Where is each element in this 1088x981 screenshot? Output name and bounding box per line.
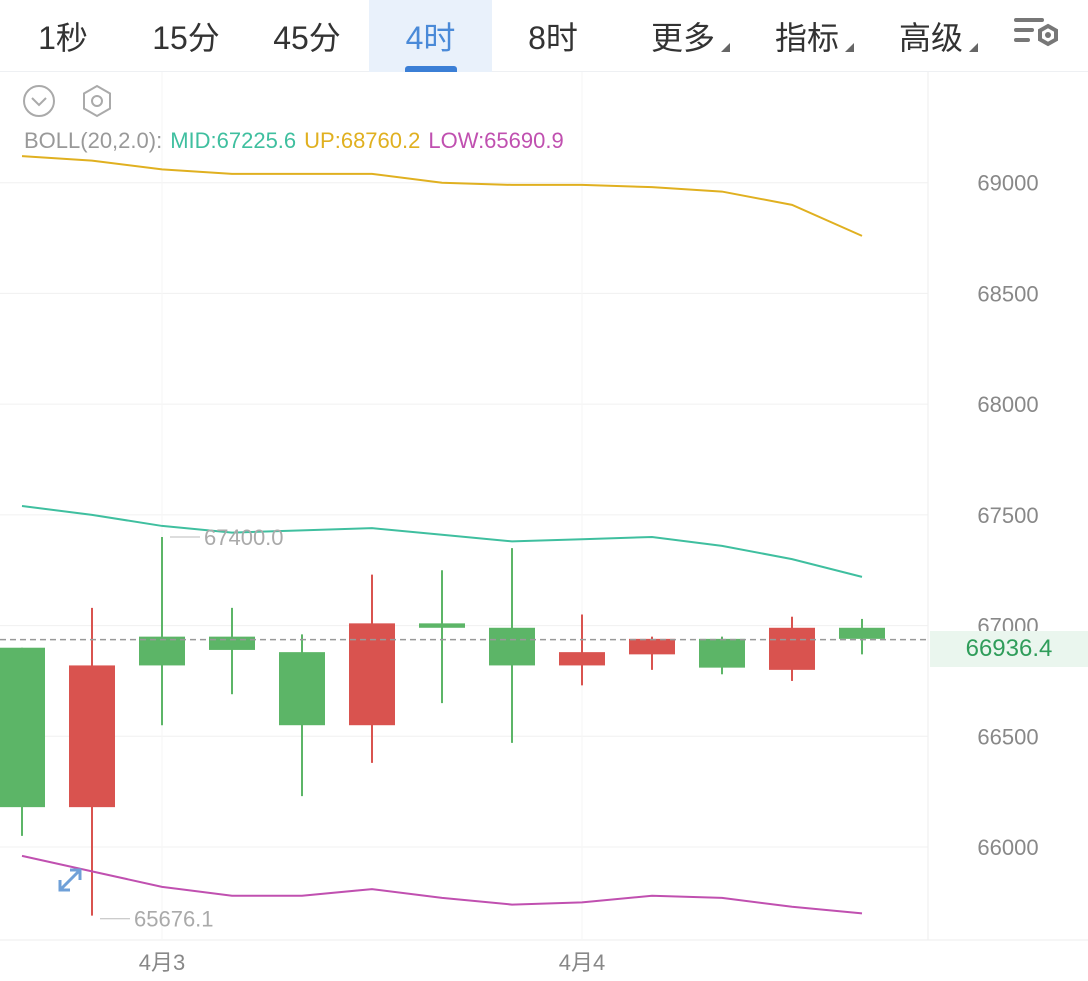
hexagon-settings-icon[interactable]: [80, 84, 114, 118]
tab-label: 45分: [273, 20, 341, 56]
x-tick-label: 4月3: [139, 950, 185, 975]
y-tick-label: 67500: [977, 503, 1038, 528]
candle-body: [209, 636, 255, 650]
tab-label: 更多: [650, 20, 715, 56]
tab-4h[interactable]: 4时: [369, 0, 492, 72]
x-tick-label: 4月4: [559, 950, 605, 975]
chevron-down-circle-icon[interactable]: [22, 84, 56, 118]
dropdown-caret-icon: [845, 43, 854, 52]
kline-chart[interactable]: 69000 68500 68000 67500 67000 66500 66000 4月3 4月…: [0, 72, 1088, 981]
y-tick-label: 68500: [977, 281, 1038, 306]
candle-body: [419, 623, 465, 628]
boll-legend-low: LOW:65690.9: [428, 128, 564, 153]
y-tick-label: 69000: [977, 171, 1038, 196]
price-annotation: 67400.0: [204, 525, 284, 550]
candle-body: [489, 627, 535, 666]
boll-mid-line: [21, 505, 863, 578]
boll-low-line: [21, 854, 863, 915]
candle-body: [699, 638, 745, 668]
expand-arrows-icon[interactable]: [50, 860, 90, 900]
boll-legend-name: BOLL(20,2.0):: [24, 128, 163, 153]
tab-45m[interactable]: 45分: [246, 0, 368, 72]
candle-body: [769, 627, 815, 670]
candle-body: [139, 636, 185, 666]
current-price-value: 66936.4: [965, 635, 1053, 662]
tab-advanced[interactable]: 高级: [876, 0, 986, 72]
candle-body: [69, 665, 115, 808]
dropdown-caret-icon: [969, 43, 978, 52]
current-price-tag: 66936.4: [930, 631, 1088, 667]
candle-body: [559, 652, 605, 666]
candle-body: [0, 647, 45, 808]
candle-body: [629, 638, 675, 655]
tab-label: 4时: [405, 20, 456, 56]
tab-label: 1秒: [38, 20, 88, 56]
candle-body: [349, 623, 395, 726]
y-tick-label: 68000: [977, 392, 1038, 417]
tab-1s[interactable]: 1秒: [0, 0, 126, 72]
boll-up-line: [21, 155, 863, 237]
tab-8h[interactable]: 8时: [492, 0, 614, 72]
candle-body: [839, 627, 885, 639]
y-tick-label: 66500: [977, 724, 1038, 749]
boll-legend: BOLL(20,2.0): MID:67225.6 UP:68760.2 LOW:65…: [24, 128, 572, 154]
chart-settings-icon[interactable]: [1008, 6, 1064, 62]
dropdown-caret-icon: [721, 43, 730, 52]
tab-indicators[interactable]: 指标: [752, 0, 862, 72]
timeframe-tabbar: 1秒 15分 45分 4时 8时 更多 指标 高级: [0, 0, 1088, 72]
boll-legend-up: UP:68760.2: [304, 128, 421, 153]
tab-label: 高级: [898, 20, 963, 56]
tab-label: 8时: [528, 20, 578, 56]
active-tab-indicator: [404, 66, 457, 72]
tab-15m[interactable]: 15分: [126, 0, 246, 72]
tab-label: 指标: [774, 20, 839, 56]
y-tick-label: 66000: [977, 835, 1038, 860]
tab-label: 15分: [152, 20, 220, 56]
boll-legend-mid: MID:67225.6: [170, 128, 297, 153]
price-annotation: 65676.1: [134, 907, 214, 932]
tab-more[interactable]: 更多: [628, 0, 738, 72]
candle-body: [279, 652, 325, 726]
